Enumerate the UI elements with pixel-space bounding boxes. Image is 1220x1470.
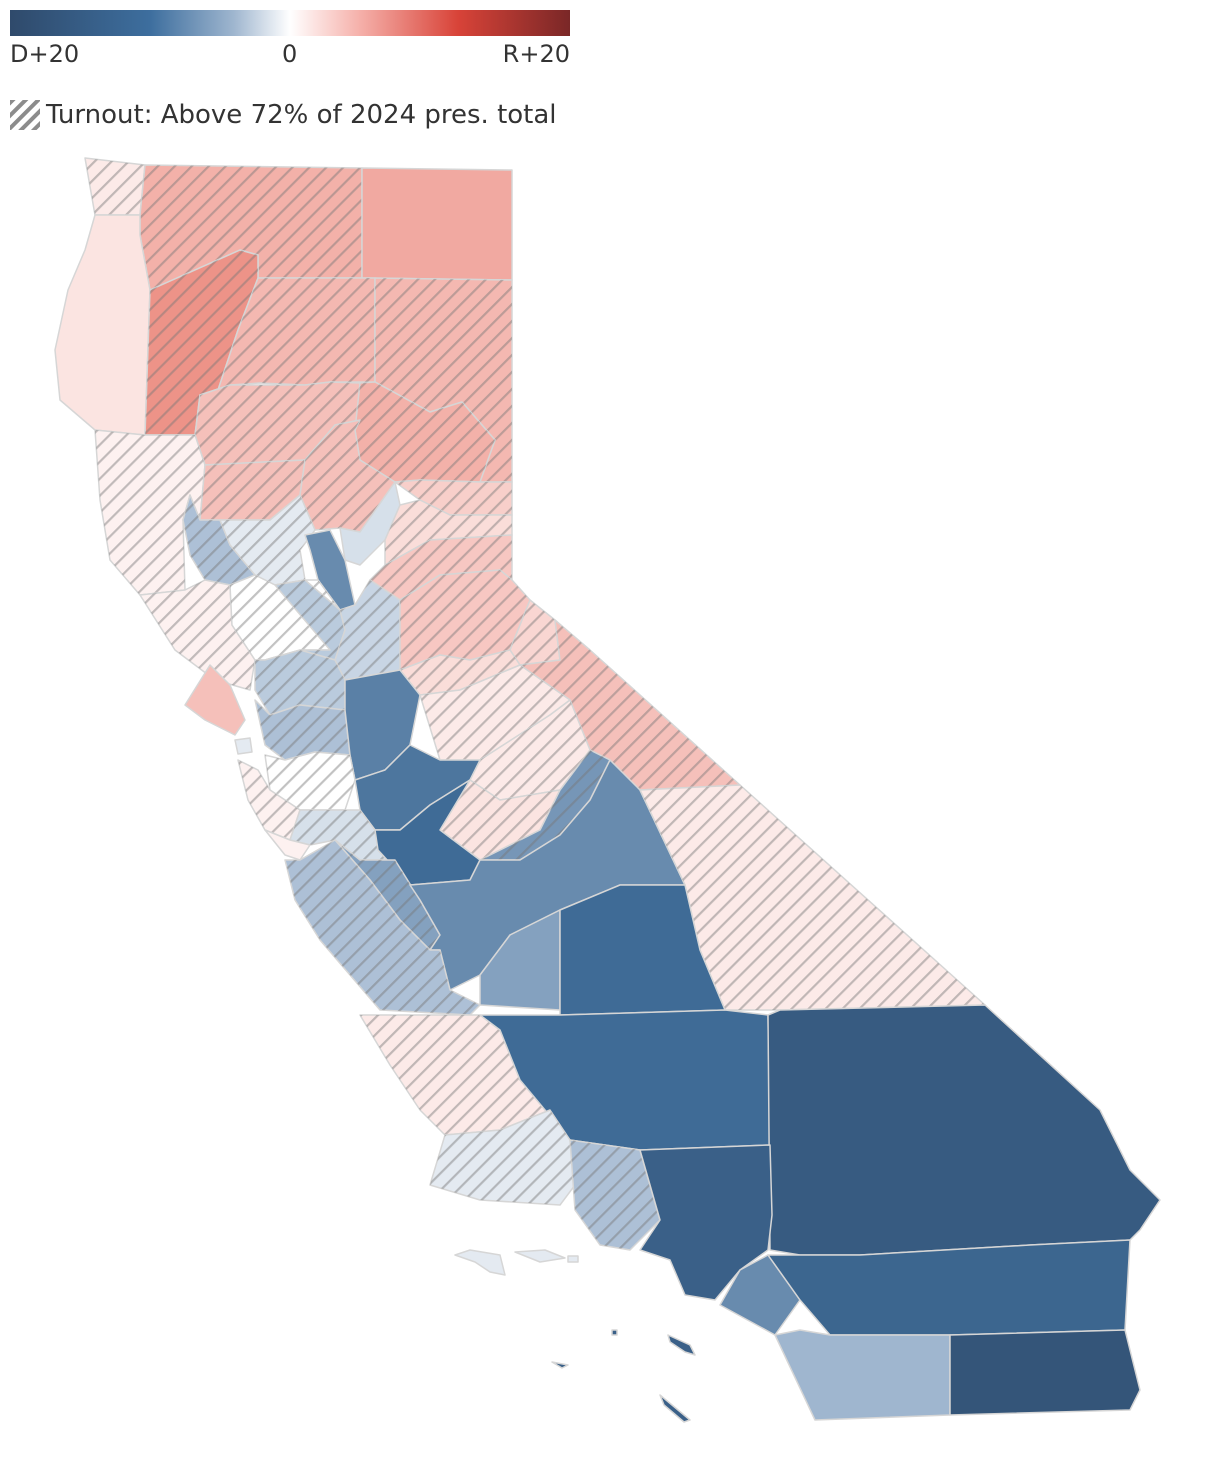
county-modoc[interactable]: [361, 167, 513, 281]
island-san-clemente: [659, 1394, 691, 1423]
color-scale-legend: D+20 0 R+20: [10, 10, 570, 70]
island-anacapa: [567, 1255, 579, 1263]
county-humboldt[interactable]: [54, 214, 151, 436]
hatch-legend-label: Turnout: Above 72% of 2024 pres. total: [46, 100, 557, 130]
scale-label-mid: 0: [282, 40, 298, 68]
county-kings[interactable]: [479, 909, 561, 1011]
county-san-diego[interactable]: [774, 1329, 951, 1421]
county-san-bernardino[interactable]: [767, 1004, 1161, 1256]
scale-labels: D+20 0 R+20: [10, 40, 570, 70]
hatch-swatch-icon: [10, 100, 40, 130]
county-san-francisco[interactable]: [234, 737, 253, 755]
county-imperial[interactable]: [949, 1329, 1141, 1416]
county-orange[interactable]: [719, 1254, 801, 1336]
island-santa-rosa: [514, 1249, 566, 1263]
scale-label-right: R+20: [502, 40, 570, 68]
scale-label-left: D+20: [10, 40, 80, 68]
island-santa-catalina: [667, 1334, 696, 1356]
hatch-legend: Turnout: Above 72% of 2024 pres. total: [10, 100, 557, 130]
county-los-angeles[interactable]: [639, 1144, 773, 1301]
county-riverside[interactable]: [767, 1239, 1131, 1336]
county-del-norte[interactable]: [84, 157, 146, 216]
color-gradient-bar: [10, 10, 570, 36]
county-marin[interactable]: [184, 664, 246, 736]
island-santa-barbara: [611, 1329, 618, 1336]
island-santa-cruz: [454, 1249, 506, 1276]
island-san-nicolas: [551, 1361, 569, 1369]
california-county-map: [54, 157, 1161, 1423]
